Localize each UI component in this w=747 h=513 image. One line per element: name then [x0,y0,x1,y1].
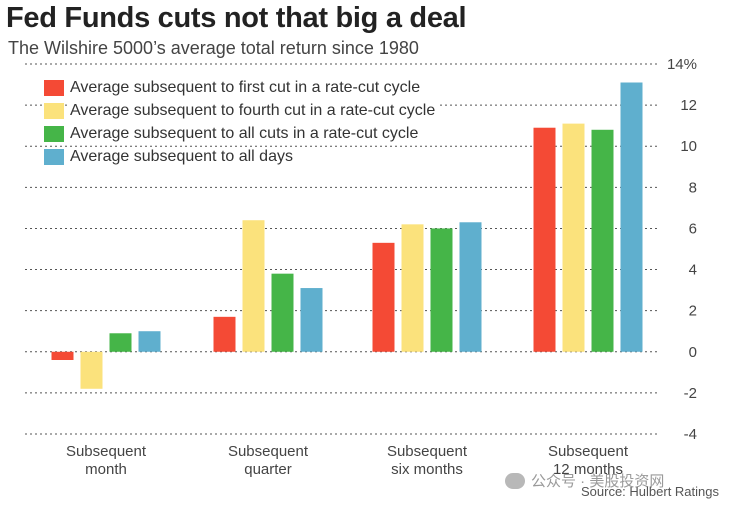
legend-item: Average subsequent to first cut in a rat… [44,76,437,99]
legend-swatch [44,79,64,96]
legend-swatch [44,125,64,142]
x-tick-label: month [85,461,127,478]
legend-item: Average subsequent to all cuts in a rate… [44,122,437,145]
bar [430,228,453,352]
legend-label: Average subsequent to fourth cut in a ra… [70,101,438,120]
y-tick-label: 10 [680,138,697,155]
x-axis-labels: SubsequentmonthSubsequentquarterSubseque… [66,443,629,478]
y-tick-label: 8 [689,179,697,196]
bar [533,127,556,352]
legend-swatch [44,102,64,119]
bar [213,316,236,352]
watermark: 公众号 · 美股投资网 [505,470,664,491]
bar [620,82,643,352]
watermark-text: 公众号 · 美股投资网 [531,473,665,490]
legend-label: Average subsequent to all days [70,147,295,166]
y-tick-label: 14% [667,56,697,73]
bar [591,129,614,352]
source-note: Source: Hulbert Ratings [580,484,719,499]
y-tick-label: 12 [680,97,697,114]
y-tick-label: 6 [689,220,697,237]
x-tick-label: Subsequent [228,443,309,460]
y-tick-label: 2 [689,303,697,320]
chart-title: Fed Funds cuts not that big a deal [6,2,467,34]
legend: Average subsequent to first cut in a rat… [44,76,438,168]
bar [109,333,132,352]
bar [138,331,161,352]
bar [300,288,323,352]
bar [562,123,585,352]
legend-swatch [44,148,64,165]
x-tick-label: quarter [244,461,292,478]
x-tick-label: 12 months [553,461,623,478]
bar [459,222,482,352]
y-tick-label: -4 [684,426,697,443]
x-tick-label: Subsequent [548,443,629,460]
y-axis-ticks: -4 -2 0 2 4 6 8 10 12 14% [667,56,697,443]
wechat-icon [505,472,525,489]
legend-item: Average subsequent to all days [44,145,437,168]
bars [51,82,643,389]
x-tick-label: six months [391,461,463,478]
legend-label: Average subsequent to all cuts in a rate… [70,124,421,143]
y-tick-label: 4 [689,262,697,279]
x-tick-label: Subsequent [66,443,147,460]
legend-item: Average subsequent to fourth cut in a ra… [44,99,438,122]
legend-label: Average subsequent to first cut in a rat… [70,78,423,97]
bar [271,273,294,352]
y-tick-label: -2 [684,385,697,402]
y-tick-label: 0 [689,344,697,361]
bar [242,220,265,352]
bar [372,242,395,352]
x-tick-label: Subsequent [387,443,468,460]
bar [51,351,74,360]
bar [401,224,424,352]
bar [80,351,103,389]
chart-subtitle: The Wilshire 5000’s average total return… [8,38,419,58]
